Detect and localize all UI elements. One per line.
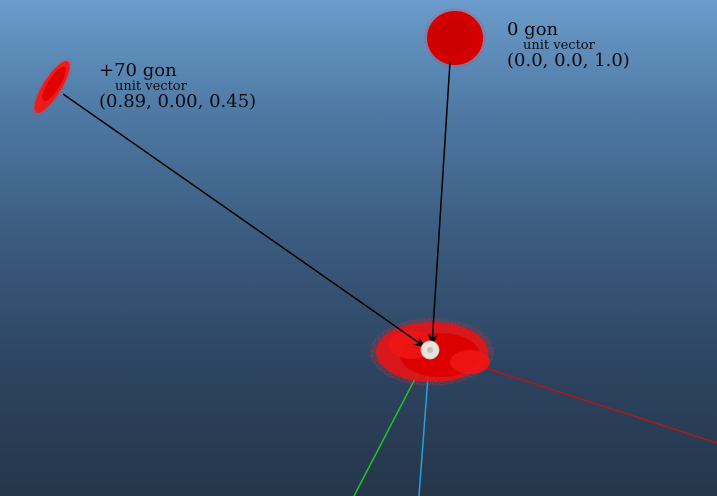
label-plus70-subtitle: unit vector [115, 79, 187, 94]
label-plus70-title: +70 gon [99, 60, 177, 81]
arrow-zero-vector [427, 61, 451, 346]
label-zero-vector: (0.0, 0.0, 1.0) [507, 50, 630, 71]
origin-marker [420, 340, 440, 360]
arrow-plus70-vector [62, 93, 426, 348]
label-zero-title: 0 gon [507, 19, 559, 40]
point-cloud-zero [424, 8, 486, 68]
label-plus70: +70 gon unit vector (0.89, 0.00, 0.45) [99, 62, 256, 111]
point-cloud-plus70 [32, 58, 72, 116]
label-zero: 0 gon unit vector (0.0, 0.0, 1.0) [507, 21, 630, 70]
label-zero-subtitle: unit vector [523, 38, 595, 53]
label-plus70-vector: (0.89, 0.00, 0.45) [99, 91, 257, 112]
